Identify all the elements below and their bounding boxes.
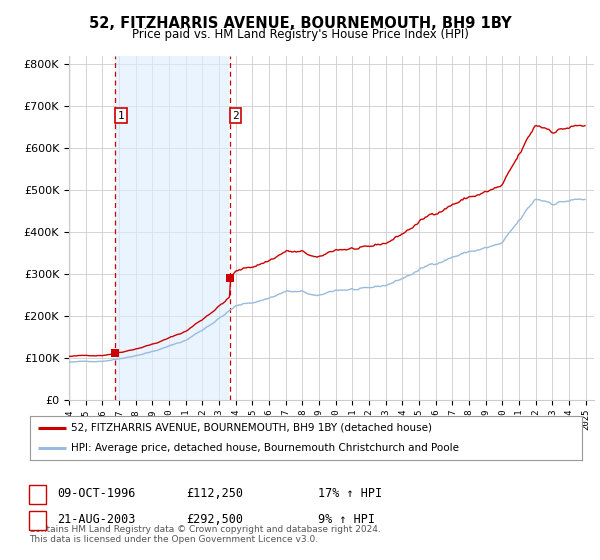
Text: Price paid vs. HM Land Registry's House Price Index (HPI): Price paid vs. HM Land Registry's House … (131, 28, 469, 41)
Text: HPI: Average price, detached house, Bournemouth Christchurch and Poole: HPI: Average price, detached house, Bour… (71, 443, 460, 453)
Text: 52, FITZHARRIS AVENUE, BOURNEMOUTH, BH9 1BY: 52, FITZHARRIS AVENUE, BOURNEMOUTH, BH9 … (89, 16, 511, 31)
Text: £292,500: £292,500 (186, 513, 243, 526)
Bar (115, 56, 229, 400)
Bar (69, 56, 70, 400)
Text: 1: 1 (118, 111, 124, 120)
Text: Contains HM Land Registry data © Crown copyright and database right 2024.
This d: Contains HM Land Registry data © Crown c… (29, 525, 380, 544)
Text: 09-OCT-1996: 09-OCT-1996 (57, 487, 136, 501)
Text: 2: 2 (232, 111, 239, 120)
Text: 1: 1 (34, 487, 41, 501)
Text: 52, FITZHARRIS AVENUE, BOURNEMOUTH, BH9 1BY (detached house): 52, FITZHARRIS AVENUE, BOURNEMOUTH, BH9 … (71, 423, 433, 433)
Text: £112,250: £112,250 (186, 487, 243, 501)
Text: 17% ↑ HPI: 17% ↑ HPI (318, 487, 382, 501)
Text: 2: 2 (34, 513, 41, 526)
Text: 21-AUG-2003: 21-AUG-2003 (57, 513, 136, 526)
Text: 9% ↑ HPI: 9% ↑ HPI (318, 513, 375, 526)
